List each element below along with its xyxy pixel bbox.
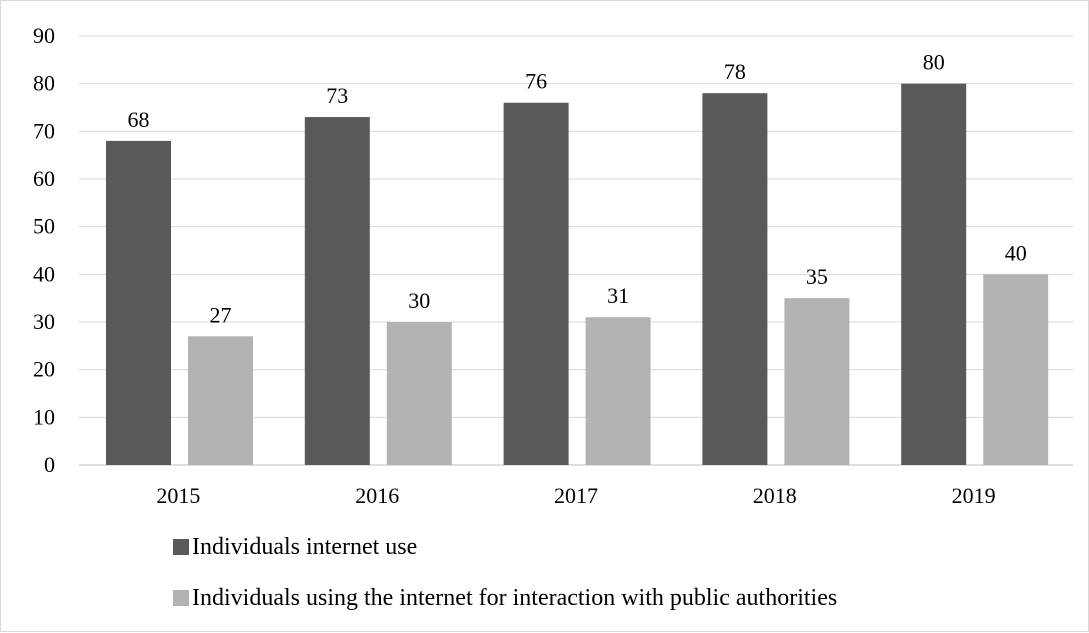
data-label-public-authorities-2017: 31 [607,283,629,308]
x-tick-label: 2016 [355,483,399,508]
y-tick-label: 50 [33,214,55,239]
x-tick-label: 2015 [156,483,200,508]
legend-swatch-public-authorities [173,590,189,606]
legend-label-internet-use: Individuals internet use [192,534,417,560]
data-label-internet-use-2018: 78 [724,59,746,84]
data-labels: 68 27 73 30 76 31 78 35 80 40 [128,50,1027,328]
y-tick-label: 80 [33,71,55,96]
bar-public-authorities-2015 [188,336,253,465]
data-label-internet-use-2019: 80 [923,50,945,75]
x-tick-label: 2018 [753,483,797,508]
legend-swatch-internet-use [173,539,189,555]
data-label-public-authorities-2018: 35 [806,264,828,289]
bar-public-authorities-2019 [983,274,1049,465]
y-tick-label: 10 [33,404,55,429]
y-tick-label: 30 [33,309,55,334]
data-label-internet-use-2017: 76 [525,69,547,94]
x-tick-label: 2017 [554,483,598,508]
bar-internet-use-2017 [503,102,569,465]
bars [106,83,1049,466]
bar-internet-use-2016 [304,117,370,466]
bar-public-authorities-2017 [585,317,651,465]
y-tick-label: 60 [33,166,55,191]
bar-internet-use-2015 [106,140,171,465]
data-label-public-authorities-2016: 30 [408,288,430,313]
bar-internet-use-2018 [702,93,768,465]
y-tick-label: 0 [44,452,55,477]
data-label-internet-use-2016: 73 [326,83,348,108]
bar-internet-use-2019 [901,83,967,466]
y-tick-label: 70 [33,118,55,143]
legend: Individuals internet use Individuals usin… [173,534,837,611]
y-tick-label: 20 [33,357,55,382]
data-label-public-authorities-2015: 27 [210,302,232,327]
data-label-public-authorities-2019: 40 [1005,240,1027,265]
y-tick-label: 90 [33,23,55,48]
x-axis: 2015 2016 2017 2018 2019 [156,483,995,508]
y-tick-label: 40 [33,261,55,286]
x-tick-label: 2019 [952,483,996,508]
legend-label-public-authorities: Individuals using the internet for inter… [192,585,837,611]
bar-public-authorities-2016 [386,322,452,465]
data-label-internet-use-2015: 68 [128,107,150,132]
bar-public-authorities-2018 [784,298,850,465]
y-axis: 0 10 20 30 40 50 60 70 80 90 [33,23,55,477]
